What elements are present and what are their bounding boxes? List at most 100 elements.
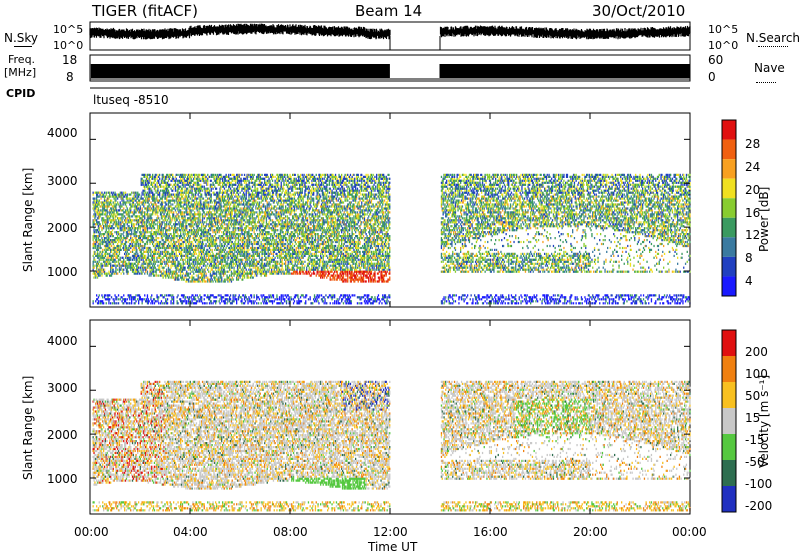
echo-cell	[130, 207, 131, 209]
echo-cell	[183, 296, 184, 298]
echo-cell	[93, 265, 94, 267]
echo-cell	[97, 223, 98, 225]
echo-cell	[221, 205, 222, 207]
echo-cell	[206, 200, 207, 202]
echo-cell	[116, 296, 117, 298]
echo-cell	[159, 257, 160, 259]
echo-cell	[152, 192, 153, 194]
echo-cell	[158, 275, 159, 277]
echo-cell	[144, 225, 145, 227]
echo-cell	[194, 269, 195, 271]
echo-cell	[191, 253, 192, 255]
echo-cell	[97, 261, 98, 263]
echo-cell	[227, 255, 228, 257]
echo-cell	[215, 231, 216, 233]
echo-cell	[95, 261, 96, 263]
echo-cell	[238, 237, 239, 239]
echo-cell	[138, 255, 139, 257]
echo-cell	[185, 261, 186, 263]
echo-cell	[211, 196, 212, 198]
echo-cell	[121, 237, 122, 239]
echo-cell	[205, 196, 206, 198]
echo-cell	[128, 213, 129, 215]
echo-cell	[201, 188, 202, 190]
echo-cell	[212, 188, 213, 190]
echo-cell	[183, 273, 184, 275]
echo-cell	[108, 259, 109, 261]
echo-cell	[101, 229, 102, 231]
echo-cell	[223, 186, 224, 188]
echo-cell	[183, 243, 184, 245]
echo-cell	[214, 178, 215, 180]
echo-cell	[177, 207, 178, 209]
echo-cell	[131, 229, 132, 231]
echo-cell	[168, 251, 169, 253]
echo-cell	[165, 265, 166, 267]
echo-cell	[205, 229, 206, 231]
echo-cell	[108, 229, 109, 231]
echo-cell	[234, 188, 235, 190]
echo-cell	[163, 296, 164, 298]
echo-cell	[93, 233, 94, 235]
echo-cell	[209, 192, 210, 194]
echo-cell	[123, 273, 124, 275]
echo-cell	[114, 259, 115, 261]
echo-cell	[150, 209, 151, 211]
echo-cell	[149, 273, 150, 275]
echo-cell	[237, 186, 238, 188]
echo-cell	[149, 243, 150, 245]
echo-cell	[229, 275, 230, 277]
echo-cell	[181, 205, 182, 207]
echo-cell	[235, 182, 236, 184]
echo-cell	[201, 196, 202, 198]
echo-cell	[107, 201, 108, 203]
echo-cell	[115, 213, 116, 215]
echo-cell	[188, 219, 189, 221]
echo-cell	[153, 225, 154, 227]
echo-cell	[199, 192, 200, 194]
echo-cell	[102, 249, 103, 251]
echo-cell	[225, 300, 226, 302]
echo-cell	[119, 194, 120, 196]
echo-cell	[142, 203, 143, 205]
echo-cell	[118, 298, 119, 300]
echo-cell	[222, 184, 223, 186]
echo-cell	[198, 267, 199, 269]
echo-cell	[196, 249, 197, 251]
echo-cell	[150, 302, 151, 304]
echo-cell	[184, 178, 185, 180]
echo-cell	[96, 237, 97, 239]
echo-cell	[138, 196, 139, 198]
echo-cell	[135, 298, 136, 300]
echo-cell	[183, 184, 184, 186]
echo-cell	[184, 267, 185, 269]
echo-cell	[212, 253, 213, 255]
echo-cell	[139, 257, 140, 259]
echo-cell	[158, 237, 159, 239]
echo-cell	[171, 219, 172, 221]
echo-cell	[156, 259, 157, 261]
echo-cell	[178, 174, 179, 176]
echo-cell	[172, 243, 173, 245]
echo-cell	[226, 245, 227, 247]
echo-cell	[207, 280, 208, 282]
echo-cell	[177, 229, 178, 231]
echo-cell	[154, 182, 155, 184]
echo-cell	[226, 200, 227, 202]
echo-cell	[107, 200, 108, 202]
echo-cell	[232, 180, 233, 182]
echo-cell	[130, 198, 131, 200]
echo-cell	[216, 255, 217, 257]
echo-cell	[197, 243, 198, 245]
echo-cell	[181, 253, 182, 255]
echo-cell	[188, 184, 189, 186]
echo-cell	[170, 184, 171, 186]
echo-cell	[232, 277, 233, 279]
echo-cell	[231, 265, 232, 267]
echo-cell	[190, 176, 191, 178]
echo-cell	[230, 188, 231, 190]
echo-cell	[183, 233, 184, 235]
echo-cell	[223, 241, 224, 243]
echo-cell	[221, 263, 222, 265]
echo-cell	[128, 247, 129, 249]
